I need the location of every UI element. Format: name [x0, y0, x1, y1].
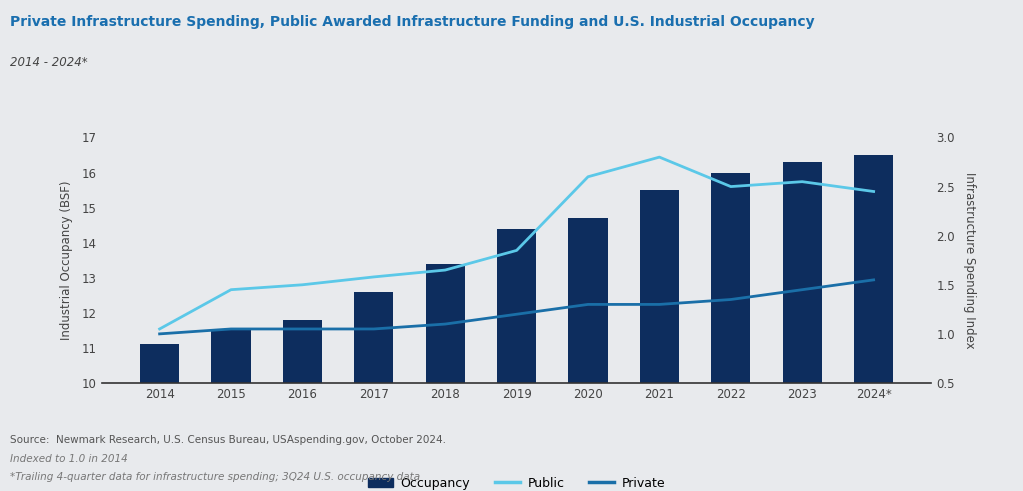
Text: Source:  Newmark Research, U.S. Census Bureau, USAspending.gov, October 2024.: Source: Newmark Research, U.S. Census Bu… [10, 435, 446, 444]
Y-axis label: Infrastructure Spending Index: Infrastructure Spending Index [964, 172, 976, 349]
Text: Private Infrastructure Spending, Public Awarded Infrastructure Funding and U.S. : Private Infrastructure Spending, Public … [10, 15, 815, 29]
Text: 2014 - 2024*: 2014 - 2024* [10, 56, 88, 69]
Bar [854, 155, 893, 491]
Bar [711, 172, 751, 491]
Legend: Occupancy, Public, Private: Occupancy, Public, Private [363, 471, 670, 491]
Bar [282, 320, 322, 491]
Y-axis label: Industrial Occupancy (BSF): Industrial Occupancy (BSF) [60, 181, 74, 340]
Text: *Trailing 4-quarter data for infrastructure spending; 3Q24 U.S. occupancy data: *Trailing 4-quarter data for infrastruct… [10, 472, 420, 482]
Bar [783, 162, 821, 491]
Bar [212, 330, 251, 491]
Bar [426, 264, 464, 491]
Bar [497, 229, 536, 491]
Bar [639, 190, 679, 491]
Bar [569, 218, 608, 491]
Text: Indexed to 1.0 in 2014: Indexed to 1.0 in 2014 [10, 454, 128, 464]
Bar [354, 292, 394, 491]
Bar [140, 344, 179, 491]
